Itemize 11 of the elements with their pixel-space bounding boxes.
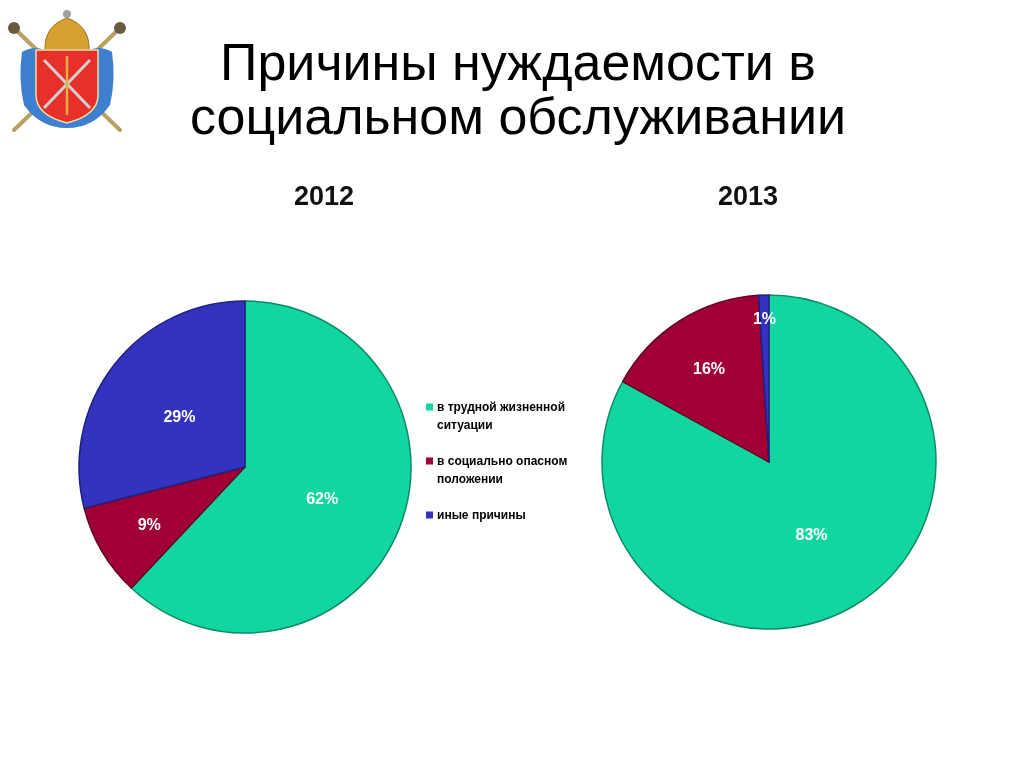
data-label: 62% [306,489,339,507]
legend-label: в трудной жизненной ситуации [437,399,566,432]
slice-label: 2013 [717,181,779,211]
legend-label: иные причины [437,507,526,522]
data-label: 29% [163,408,196,426]
data-label: 83% [795,525,828,543]
chart-title: Причины нуждаемости в социальном обслуживании [189,33,847,145]
data-label: 9% [137,515,161,533]
slice-label: 2012 [293,181,355,211]
data-label: 16% [693,359,726,377]
legend-label: в социально опасном положении [437,453,568,486]
